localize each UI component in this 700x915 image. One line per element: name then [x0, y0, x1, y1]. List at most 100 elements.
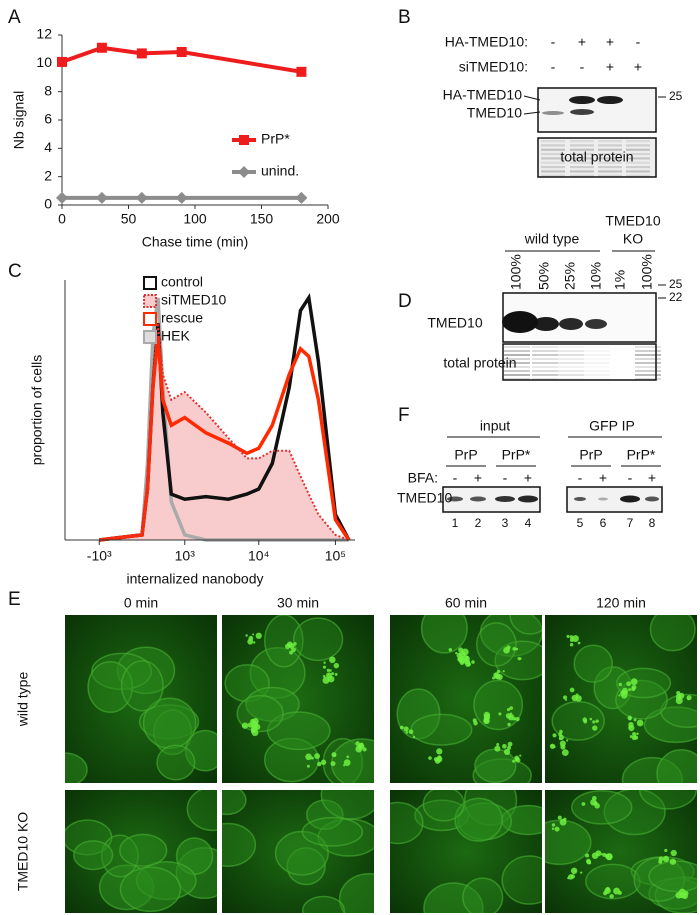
cell: [301, 895, 346, 913]
punctum: [506, 708, 511, 712]
protein-stain: [532, 350, 558, 352]
legend-label: HEK: [161, 328, 190, 344]
marker: [57, 56, 67, 67]
punctum: [464, 659, 471, 665]
punctum: [252, 633, 255, 636]
punctum: [569, 638, 574, 643]
cell: [87, 660, 134, 713]
protein-stain: [626, 161, 650, 164]
punctum: [428, 756, 432, 760]
legend-label: unind.: [261, 163, 299, 179]
lane-number: 1: [452, 516, 459, 530]
protein-stain: [532, 366, 558, 368]
punctum: [286, 641, 293, 648]
protein-stain: [558, 362, 584, 364]
punctum: [515, 717, 520, 722]
cell: [656, 749, 697, 783]
punctum: [331, 752, 337, 758]
legend-label: control: [161, 274, 203, 290]
punctum: [678, 888, 686, 896]
protein-stain: [584, 350, 610, 352]
sign: +: [648, 470, 656, 486]
group-label: GFP IP: [589, 418, 635, 434]
sign: +: [634, 59, 642, 75]
micrograph: [222, 790, 374, 913]
sign: -: [551, 34, 556, 50]
protein-stain: [598, 174, 622, 177]
protein-stain: [626, 157, 650, 160]
punctum: [658, 859, 663, 864]
cell: [649, 615, 696, 652]
protein-stain: [541, 161, 565, 164]
protein-stain: [598, 157, 622, 160]
treatment-label: BFA:: [408, 470, 438, 486]
band-label: TMED10: [467, 105, 522, 121]
punctum: [329, 669, 332, 672]
lane-label: 10%: [588, 262, 604, 290]
panel-letter: F: [398, 405, 410, 426]
row-label: wild type: [15, 672, 31, 728]
cell: [120, 660, 164, 712]
punctum: [566, 634, 570, 638]
punctum: [628, 688, 631, 692]
punctum: [514, 759, 518, 762]
panel-letter: C: [8, 261, 22, 282]
punctum: [550, 744, 553, 747]
cell: [454, 797, 503, 842]
marker: [176, 47, 187, 57]
protein-stain: [558, 378, 584, 380]
protein-stain: [532, 358, 558, 360]
punctum: [448, 648, 453, 652]
cell: [643, 706, 697, 744]
punctum: [322, 676, 330, 684]
cell: [73, 840, 114, 871]
time-label: 60 min: [445, 595, 487, 611]
punctum: [562, 695, 568, 700]
cell: [501, 855, 542, 905]
blot-band: [597, 96, 623, 104]
punctum: [502, 670, 505, 673]
punctum: [512, 647, 517, 651]
protein-stain: [598, 170, 622, 173]
protein-stain: [504, 370, 530, 372]
punctum: [592, 795, 597, 801]
protein-stain: [570, 144, 594, 147]
punctum: [609, 894, 614, 899]
protein-stain: [598, 153, 622, 156]
punctum: [591, 852, 599, 859]
punctum: [552, 733, 557, 738]
punctum: [631, 735, 637, 741]
protein-stain: [504, 350, 530, 352]
lane-label: 100%: [508, 254, 524, 290]
y-axis-label: Nb signal: [11, 91, 27, 149]
construct-label: PrP: [579, 447, 602, 463]
protein-stain: [541, 170, 565, 173]
micrograph: [65, 615, 217, 783]
punctum: [618, 682, 623, 687]
punctum: [461, 648, 469, 656]
group-label: wild type: [524, 231, 580, 247]
punctum: [571, 694, 578, 702]
micrograph: [222, 615, 374, 783]
panel-letter: A: [8, 7, 21, 28]
y-tick-label: 6: [44, 111, 52, 127]
protein-stain: [558, 346, 584, 348]
blot-band: [470, 496, 486, 502]
protein-stain: [558, 350, 584, 352]
protein-stain: [541, 148, 565, 151]
protein-stain: [626, 144, 650, 147]
punctum: [507, 722, 511, 727]
blot-band: [559, 318, 583, 330]
protein-stain: [570, 166, 594, 169]
blot-frame: [537, 137, 657, 178]
protein-stain: [504, 366, 530, 368]
time-label: 120 min: [596, 595, 646, 611]
punctum: [503, 748, 511, 756]
blot-band: [495, 496, 515, 502]
ko-label: TMED10: [605, 213, 660, 229]
punctum: [250, 718, 256, 724]
punctum: [686, 695, 692, 701]
protein-stain: [635, 350, 661, 352]
sign: +: [474, 470, 482, 486]
